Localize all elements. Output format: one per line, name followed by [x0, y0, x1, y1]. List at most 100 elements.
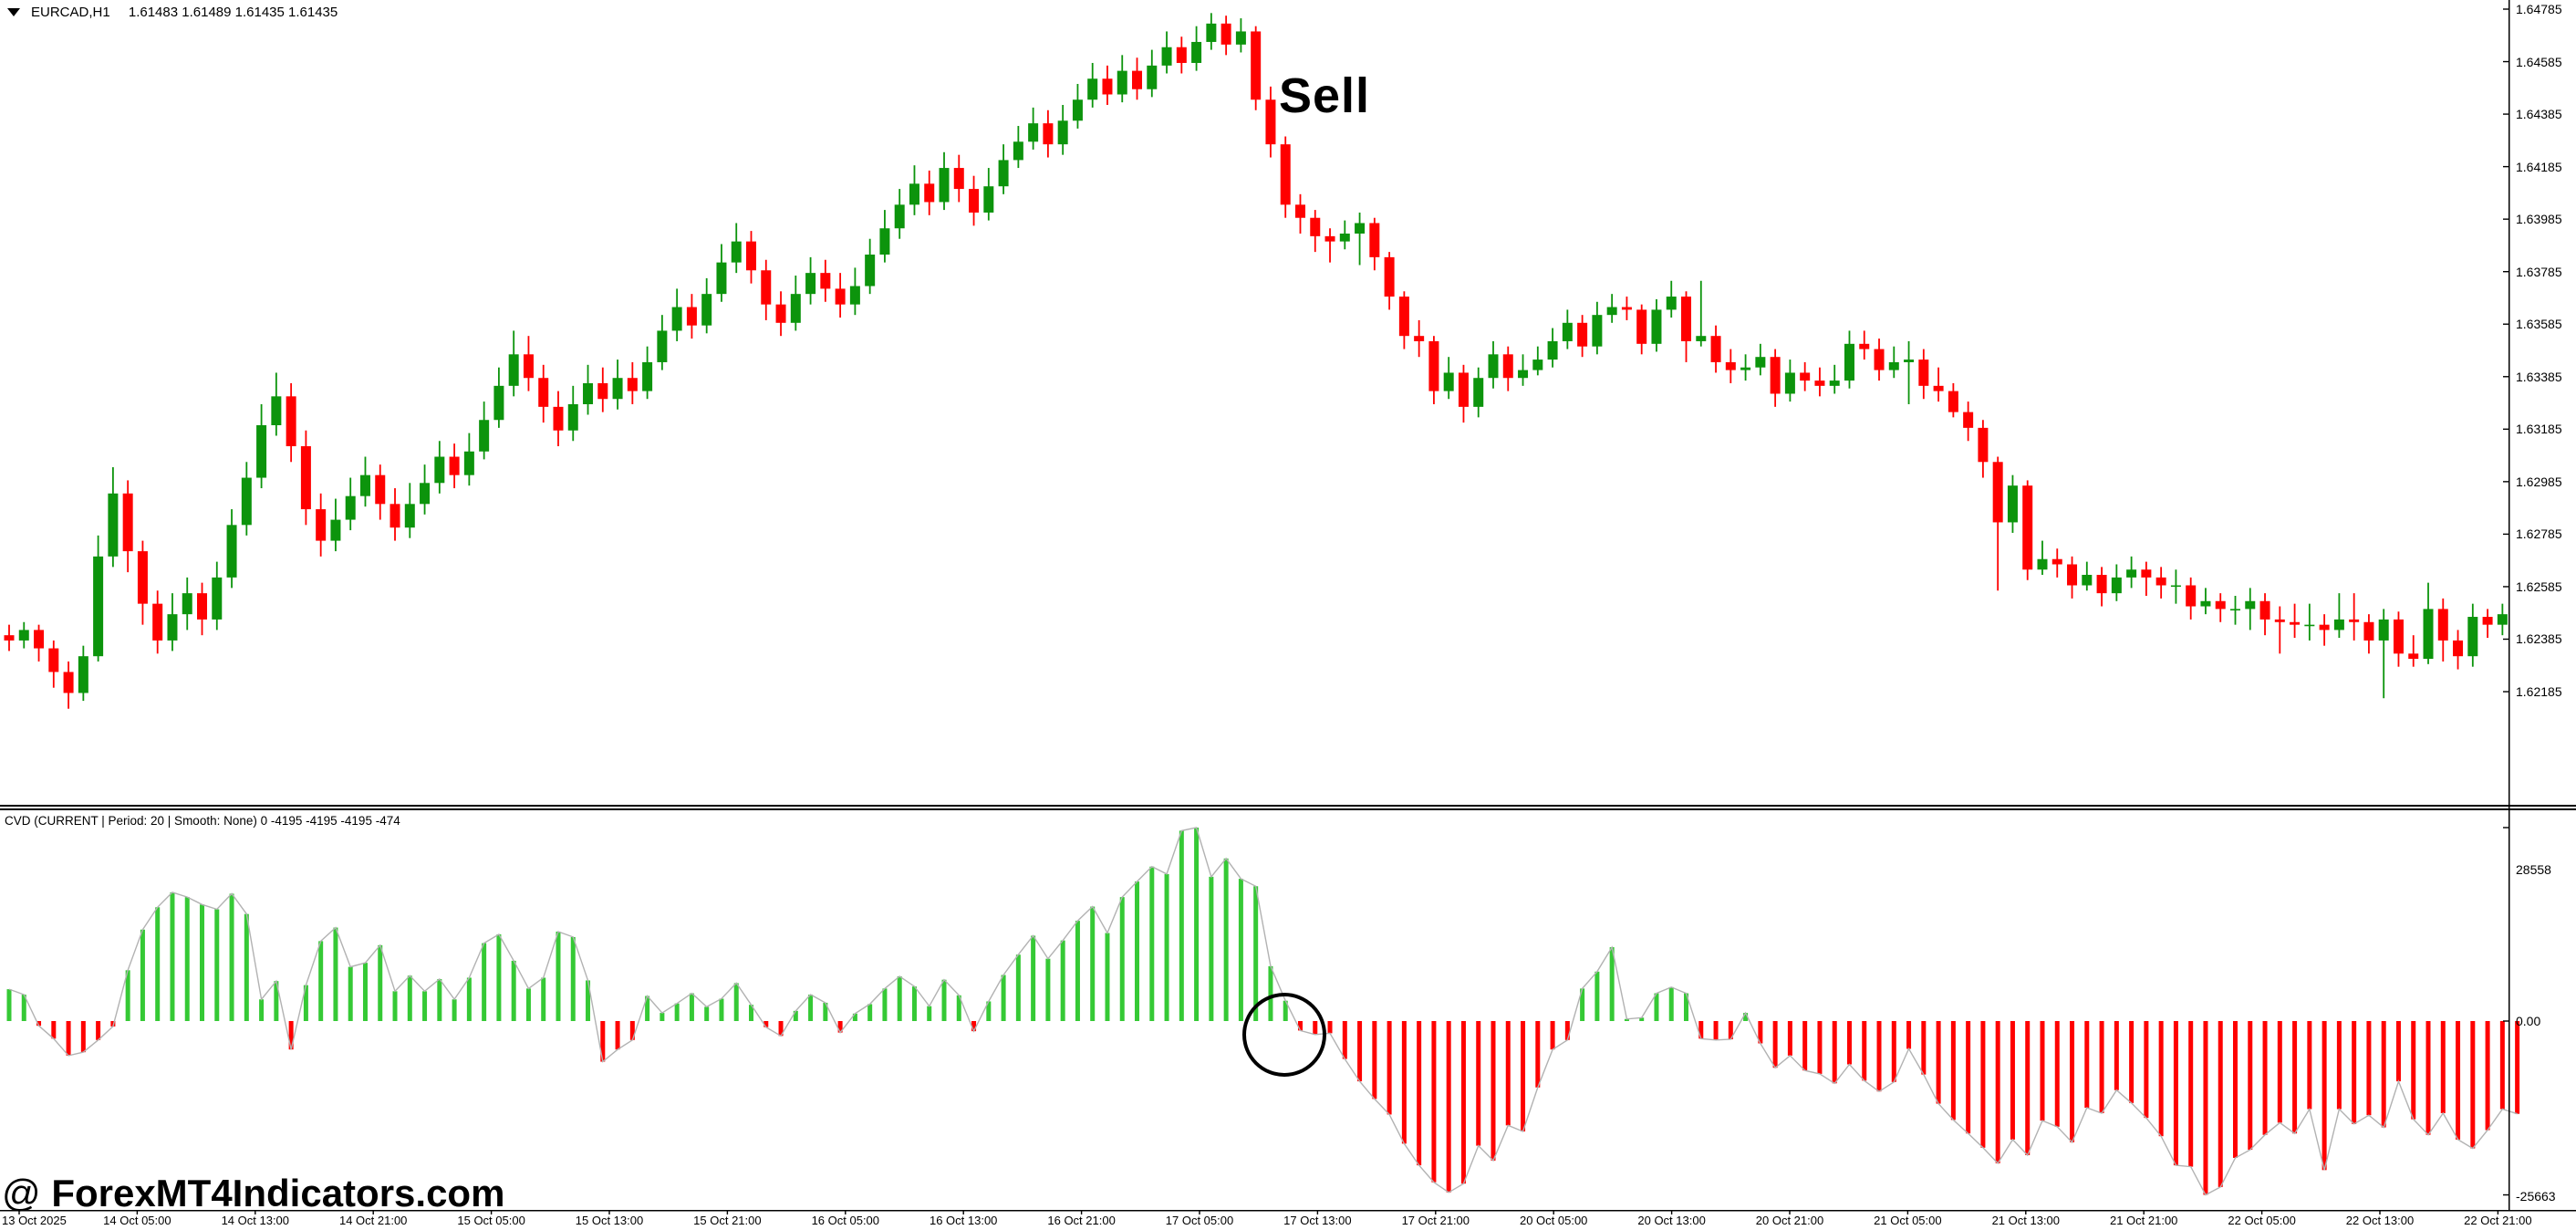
cvd-bar — [2277, 1021, 2282, 1123]
candle-wick — [2412, 635, 2415, 667]
cvd-bar — [422, 991, 428, 1021]
candle-body — [152, 603, 163, 641]
candle-wick — [2308, 603, 2311, 641]
candle-body — [4, 635, 15, 641]
candle-body — [731, 241, 742, 263]
cvd-bar — [1372, 1021, 1377, 1100]
indicator-axis-tick — [2503, 1020, 2508, 1022]
cvd-bar — [2248, 1021, 2253, 1151]
price-axis-tick — [2503, 533, 2508, 536]
candle-body — [2096, 574, 2107, 594]
cvd-bar — [2499, 1021, 2505, 1110]
candle-body — [1814, 380, 1825, 386]
candle-wick — [1833, 364, 1836, 394]
candle-body — [2408, 653, 2419, 660]
time-axis-label: 20 Oct 21:00 — [1755, 1214, 1824, 1227]
candle-body — [1800, 372, 1811, 381]
cvd-bar — [2173, 1021, 2178, 1166]
price-axis-tick — [2503, 428, 2508, 431]
cvd-bar — [2440, 1021, 2446, 1113]
candle-body — [1384, 256, 1395, 297]
candle-body — [1117, 70, 1127, 95]
price-axis-label: 1.62985 — [2516, 474, 2562, 489]
cvd-bar — [140, 929, 145, 1021]
time-axis-label: 22 Oct 21:00 — [2464, 1214, 2532, 1227]
cvd-bar — [496, 933, 502, 1021]
cvd-bar — [378, 944, 383, 1021]
candle-body — [597, 382, 608, 400]
cvd-bar — [452, 999, 457, 1021]
cvd-bar — [704, 1006, 710, 1021]
candle-body — [538, 378, 549, 407]
cvd-bar — [2470, 1021, 2476, 1149]
candle-body — [1265, 99, 1276, 145]
candle-body — [2467, 617, 2478, 657]
candle-body — [567, 403, 578, 431]
candle-body — [523, 354, 534, 379]
candle-body — [479, 420, 490, 452]
candle-body — [1280, 144, 1291, 205]
candle-body — [2022, 485, 2033, 570]
cvd-bar — [556, 932, 561, 1021]
cvd-bar — [6, 989, 12, 1021]
candle-body — [345, 495, 356, 520]
cvd-bar — [1772, 1021, 1778, 1068]
cvd-bar — [2262, 1021, 2268, 1135]
cvd-bar — [1179, 830, 1184, 1021]
cvd-bar — [2070, 1021, 2075, 1142]
cvd-bar — [1891, 1021, 1896, 1082]
cvd-bar — [570, 936, 576, 1021]
time-axis-label: 21 Oct 05:00 — [1874, 1214, 1942, 1227]
candle-body — [1057, 120, 1068, 145]
cvd-bar — [1950, 1021, 1956, 1121]
candle-body — [1414, 336, 1425, 341]
time-axis-label: 14 Oct 13:00 — [221, 1214, 290, 1227]
cvd-bar — [1357, 1021, 1363, 1082]
candle-body — [1547, 340, 1558, 360]
candle-body — [1161, 47, 1172, 66]
price-axis-tick — [2503, 165, 2508, 168]
candle-body — [835, 288, 846, 305]
cvd-bar — [1460, 1021, 1466, 1184]
cvd-bar — [259, 999, 265, 1021]
candle-body — [983, 186, 994, 213]
cvd-bar — [482, 943, 487, 1021]
candle-wick — [1907, 340, 1910, 404]
price-axis-label: 1.62785 — [2516, 526, 2562, 542]
candle-body — [2051, 558, 2062, 565]
cvd-bar — [689, 993, 694, 1021]
candle-body — [226, 525, 237, 578]
cvd-bar — [1966, 1021, 1971, 1134]
candle-body — [404, 504, 415, 528]
price-axis-tick — [2503, 113, 2508, 115]
cvd-bar — [2292, 1021, 2298, 1134]
candle-body — [1978, 427, 1989, 463]
candle-body — [1651, 309, 1662, 344]
cvd-bar — [1995, 1021, 2000, 1163]
cvd-bar — [1684, 993, 1689, 1021]
time-axis-label: 20 Oct 13:00 — [1637, 1214, 1706, 1227]
cvd-bar — [1075, 921, 1080, 1021]
cvd-bar — [392, 991, 398, 1021]
candle-body — [1191, 41, 1202, 63]
time-axis-tick — [726, 1210, 729, 1214]
price-axis-label: 1.64585 — [2516, 54, 2562, 69]
candle-body — [2186, 585, 2197, 607]
candle-body — [2333, 619, 2344, 631]
candle-body — [2453, 640, 2464, 657]
price-axis-label: 1.62585 — [2516, 579, 2562, 594]
candle-body — [2155, 577, 2166, 586]
cvd-bar — [466, 977, 472, 1021]
candle-body — [48, 648, 59, 672]
time-axis-label: 15 Oct 13:00 — [575, 1214, 644, 1227]
cvd-bar — [1431, 1021, 1437, 1183]
time-axis-tick — [2025, 1210, 2027, 1214]
cvd-bar — [1327, 1021, 1333, 1034]
candle-body — [553, 406, 564, 431]
candle-body — [1502, 354, 1513, 379]
cvd-bar — [184, 897, 190, 1021]
candle-body — [1577, 322, 1588, 347]
candle-body — [1251, 31, 1262, 100]
candle-body — [2170, 585, 2181, 588]
